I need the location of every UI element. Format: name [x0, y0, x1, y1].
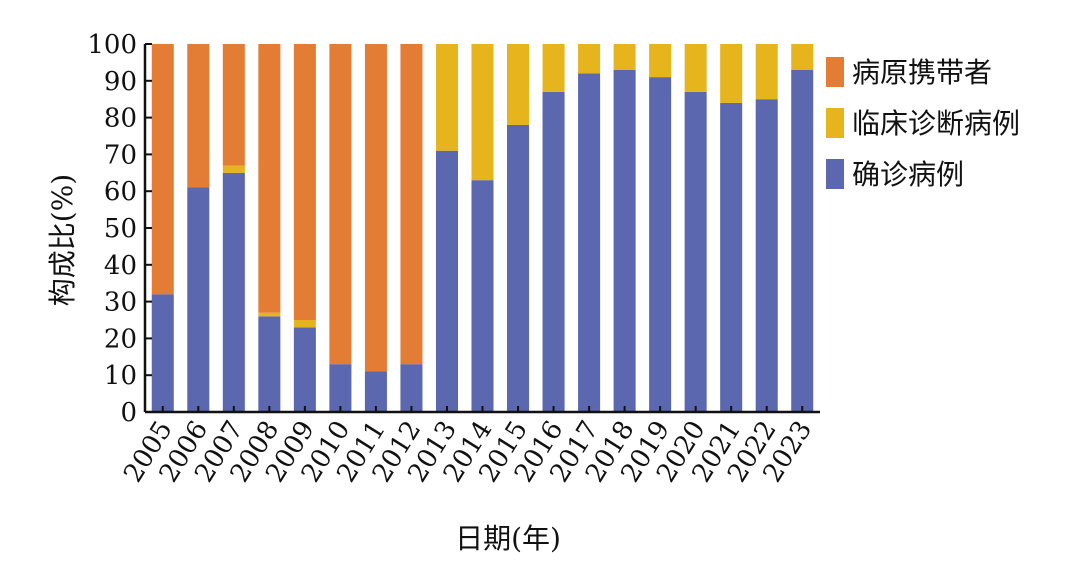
y-tick-label: 10	[104, 361, 137, 391]
bar-segment-2017-series-0	[578, 73, 601, 412]
legend-label: 确诊病例	[852, 158, 964, 191]
bar-segment-2011-series-0	[364, 371, 387, 412]
bar-segment-2009-series-1	[293, 320, 316, 328]
bar-segment-2019-series-1	[649, 44, 672, 78]
legend-swatch	[826, 159, 844, 189]
bar-segment-2016-series-0	[542, 91, 565, 412]
bar-segment-2018-series-1	[613, 44, 636, 70]
bar-segment-2012-series-2	[400, 44, 423, 365]
bar-segment-2020-series-0	[684, 91, 707, 412]
bar-segment-2007-series-1	[222, 165, 245, 173]
bar-segment-2020-series-1	[684, 44, 707, 92]
y-axis-title: 构成比(%)	[46, 174, 79, 306]
bar-segment-2007-series-2	[222, 44, 245, 166]
bar-segment-2012-series-0	[400, 364, 423, 412]
bar-segment-2015-series-0	[507, 124, 530, 413]
legend-label: 病原携带者	[852, 56, 992, 89]
bar-segment-2010-series-2	[329, 44, 352, 365]
legend-swatch	[826, 108, 844, 138]
bar-segment-2005-series-2	[151, 44, 174, 295]
bar-segment-2008-series-0	[258, 316, 281, 412]
y-tick-label: 0	[120, 398, 137, 428]
bar-segment-2013-series-1	[435, 44, 458, 151]
x-axis-title: 日期(年)	[455, 522, 561, 555]
bars-layer	[151, 44, 814, 413]
y-axis-ticks: 0 10 20 30 40 50 60 70 80 90 100	[87, 30, 152, 428]
bar-segment-2019-series-0	[649, 77, 672, 413]
bar-segment-2010-series-0	[329, 364, 352, 412]
bar-segment-2007-series-0	[222, 172, 245, 412]
bar-segment-2006-series-0	[187, 187, 210, 412]
bar-segment-2013-series-0	[435, 150, 458, 412]
bar-segment-2014-series-1	[471, 44, 494, 181]
bar-segment-2021-series-1	[720, 44, 743, 103]
y-tick-label: 60	[104, 177, 137, 207]
bar-segment-2016-series-1	[542, 44, 565, 92]
bar-segment-2023-series-1	[791, 44, 814, 70]
bar-segment-2009-series-0	[293, 327, 316, 412]
y-tick-label: 80	[104, 104, 137, 134]
bar-segment-2018-series-0	[613, 69, 636, 412]
bar-segment-2005-series-0	[151, 294, 174, 412]
bar-segment-2008-series-1	[258, 312, 281, 317]
bar-segment-2006-series-2	[187, 44, 210, 188]
y-tick-label: 100	[87, 30, 137, 60]
bar-segment-2011-series-2	[364, 44, 387, 372]
bar-segment-2022-series-0	[755, 99, 778, 412]
bar-segment-2021-series-0	[720, 102, 743, 412]
bar-segment-2008-series-2	[258, 44, 281, 313]
bar-segment-2023-series-0	[791, 69, 814, 412]
y-tick-label: 40	[104, 251, 137, 281]
legend-label: 临床诊断病例	[852, 107, 1020, 140]
bar-segment-2022-series-1	[755, 44, 778, 100]
y-tick-label: 20	[104, 324, 137, 354]
bar-segment-2009-series-2	[293, 44, 316, 320]
x-axis-ticks: 2005200620072008200920102011201220132014…	[118, 406, 818, 488]
bar-segment-2015-series-1	[507, 44, 530, 125]
y-tick-label: 30	[104, 288, 137, 318]
y-tick-label: 70	[104, 140, 137, 170]
legend-swatch	[826, 57, 844, 87]
bar-segment-2017-series-1	[578, 44, 601, 74]
bar-segment-2014-series-0	[471, 180, 494, 412]
y-tick-label: 90	[104, 67, 137, 97]
y-tick-label: 50	[104, 214, 137, 244]
